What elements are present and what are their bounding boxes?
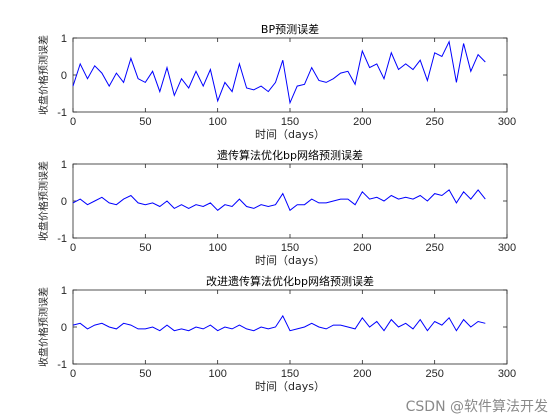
x-tick-label: 150 [281,368,299,380]
y-tick-label: -1 [57,233,67,245]
plot-area [72,289,508,365]
y-tick-label: 0 [61,322,67,334]
y-tick-label: 0 [61,70,67,82]
x-tick-label: 0 [70,242,76,254]
x-tick-label: 50 [139,242,151,254]
x-tick-label: 300 [498,242,516,254]
x-tick-label: 100 [208,116,226,128]
plot-area [72,163,508,239]
series-line [72,40,486,105]
x-tick-label: 50 [139,116,151,128]
plot-area [72,37,508,113]
x-tick-label: 50 [139,368,151,380]
subplot-ga-bp-error: -101 0 50 100 150 200 250 300 遗传算法优化bp网络预测误差 时… [37,148,516,267]
subplot-improved-ga-bp-error: -101 0 50 100 150 200 250 300 改进遗传算法优化bp网络预测误差… [37,274,516,393]
x-tick-label: 200 [353,368,371,380]
watermark: CSDN @软件算法开发 [405,399,548,415]
x-tick-label: 250 [425,368,443,380]
y-axis-label: 收盘价格预测误差 [37,287,50,367]
y-tick-label: 0 [61,196,67,208]
chart-title: 遗传算法优化bp网络预测误差 [217,148,363,162]
x-tick-label: 200 [353,242,371,254]
y-tick-label: 1 [61,159,67,171]
x-axis-label: 时间（days） [255,380,325,393]
x-tick-label: 100 [208,368,226,380]
x-tick-label: 150 [281,116,299,128]
x-tick-label: 300 [498,116,516,128]
chart-title: 改进遗传算法优化bp网络预测误差 [206,274,374,288]
y-axis-label: 收盘价格预测误差 [37,35,50,115]
y-axis-label: 收盘价格预测误差 [37,161,50,241]
x-axis-label: 时间（days） [255,254,325,267]
chart-title: BP预测误差 [261,22,319,36]
y-tick-label: 1 [61,285,67,297]
x-tick-label: 250 [425,116,443,128]
x-axis-label: 时间（days） [255,128,325,141]
x-tick-label: 200 [353,116,371,128]
x-tick-label: 150 [281,242,299,254]
y-tick-label: 1 [61,33,67,45]
series-line [72,189,486,212]
x-tick-label: 0 [70,368,76,380]
y-tick-label: -1 [57,107,67,119]
y-tick-label: -1 [57,359,67,371]
x-tick-label: 100 [208,242,226,254]
x-tick-label: 0 [70,116,76,128]
series-line [72,314,486,332]
x-tick-label: 300 [498,368,516,380]
x-tick-label: 250 [425,242,443,254]
subplot-bp-error: -101 0 50 100 150 200 250 300 BP预测误差 时间（days） … [37,22,516,141]
